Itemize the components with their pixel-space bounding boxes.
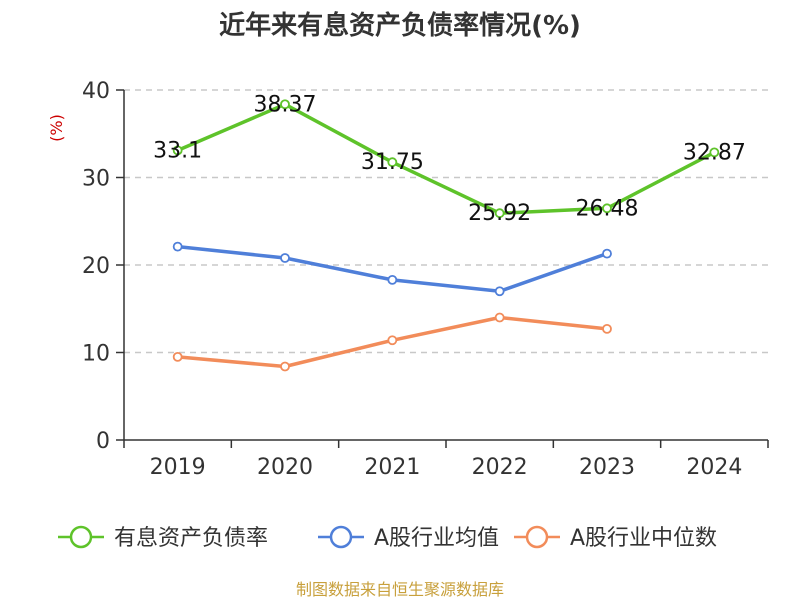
data-point: [172, 351, 183, 362]
source-note: 制图数据来自恒生聚源数据库: [296, 580, 504, 599]
legend: 有息资产负债率 A股行业均值 A股行业中位数: [58, 525, 717, 551]
x-tick-label: 2022: [472, 455, 528, 480]
series-1: [172, 99, 720, 219]
legend-label: 有息资产负债率: [114, 526, 268, 551]
data-label: 31.75: [361, 150, 424, 175]
y-axis-label: (%): [47, 114, 66, 142]
y-tick-labels: 0 10 20 30 40: [82, 79, 110, 454]
chart-title: 近年来有息资产负债率情况(%): [219, 10, 581, 41]
data-point: [494, 286, 505, 297]
x-tick-label: 2019: [150, 455, 206, 480]
x-tick-label: 2020: [257, 455, 313, 480]
series-3: [172, 312, 612, 372]
y-tick-label: 30: [82, 167, 110, 192]
data-point: [602, 248, 612, 259]
data-point: [172, 241, 183, 252]
data-point: [387, 335, 398, 346]
legend-item: A股行业均值: [318, 525, 499, 551]
data-point: [709, 147, 720, 158]
y-tick-label: 20: [82, 254, 110, 279]
data-point: [172, 145, 183, 156]
data-point: [387, 157, 398, 168]
gridlines: [124, 89, 768, 354]
legend-item: A股行业中位数: [514, 525, 717, 551]
x-tick-label: 2021: [364, 455, 420, 480]
series-line: [177, 102, 716, 215]
data-point: [280, 99, 290, 110]
data-point: [602, 203, 612, 214]
legend-marker: [329, 525, 353, 549]
data-labels: 33.1 38.37 31.75 25.92 26.48 32.87: [153, 92, 746, 226]
data-label: 38.37: [254, 92, 317, 117]
legend-marker: [525, 525, 549, 549]
data-point: [280, 253, 290, 263]
legend-label: A股行业中位数: [570, 526, 717, 551]
x-tick-label: 2024: [686, 455, 742, 480]
y-tick-label: 40: [82, 79, 110, 104]
y-tick-label: 0: [96, 429, 110, 454]
axes: [116, 89, 769, 448]
data-label: 26.48: [576, 196, 639, 221]
x-tick-labels: 2019 2020 2021 2022 2023 2024: [150, 455, 743, 480]
x-tick-label: 2023: [579, 455, 635, 480]
data-point: [494, 312, 505, 323]
legend-item: 有息资产负债率: [58, 525, 268, 551]
y-tick-label: 10: [82, 342, 110, 367]
series-2: [172, 241, 612, 297]
data-point: [494, 208, 505, 219]
data-label: 33.1: [153, 138, 202, 163]
legend-label: A股行业均值: [374, 526, 499, 551]
series-group: [172, 99, 720, 372]
data-point: [387, 274, 398, 285]
data-label: 25.92: [468, 201, 531, 226]
data-point: [280, 361, 290, 372]
legend-marker: [69, 525, 93, 549]
data-point: [602, 323, 612, 334]
data-label: 32.87: [683, 140, 746, 165]
